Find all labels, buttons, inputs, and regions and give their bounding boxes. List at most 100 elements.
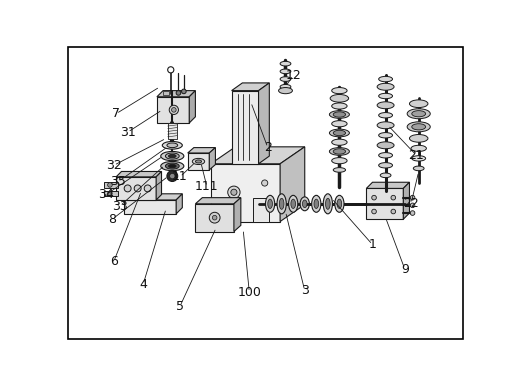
Polygon shape — [188, 147, 215, 153]
Ellipse shape — [330, 95, 349, 102]
Circle shape — [171, 108, 176, 112]
Ellipse shape — [407, 109, 430, 119]
Ellipse shape — [277, 194, 286, 214]
Circle shape — [372, 195, 377, 200]
Circle shape — [169, 105, 179, 115]
Polygon shape — [404, 182, 409, 219]
Ellipse shape — [333, 149, 346, 154]
Text: 22: 22 — [403, 197, 419, 210]
Ellipse shape — [329, 111, 350, 118]
Ellipse shape — [280, 85, 291, 89]
Ellipse shape — [333, 112, 346, 117]
Text: 5: 5 — [176, 300, 184, 313]
Ellipse shape — [329, 147, 350, 155]
Text: 7: 7 — [112, 107, 120, 120]
Circle shape — [167, 171, 178, 182]
Polygon shape — [156, 172, 162, 200]
Ellipse shape — [329, 129, 350, 137]
Text: 32: 32 — [106, 159, 122, 172]
Ellipse shape — [332, 88, 347, 94]
Text: 3: 3 — [301, 284, 309, 297]
Polygon shape — [157, 91, 195, 97]
Ellipse shape — [168, 164, 176, 168]
Polygon shape — [280, 147, 305, 221]
Bar — [188, 153, 209, 170]
Ellipse shape — [332, 158, 347, 164]
Text: 8: 8 — [108, 213, 116, 226]
Circle shape — [209, 212, 220, 223]
Circle shape — [168, 67, 174, 73]
Ellipse shape — [379, 93, 393, 99]
Ellipse shape — [161, 162, 184, 171]
Text: 100: 100 — [237, 286, 261, 299]
Circle shape — [108, 191, 112, 196]
Polygon shape — [116, 172, 162, 177]
Text: 35: 35 — [110, 175, 126, 188]
Text: 21: 21 — [409, 149, 424, 162]
Polygon shape — [366, 182, 409, 188]
Circle shape — [372, 209, 377, 214]
Circle shape — [410, 195, 415, 200]
Ellipse shape — [192, 159, 205, 165]
Ellipse shape — [303, 200, 307, 208]
Polygon shape — [258, 83, 269, 164]
Circle shape — [181, 89, 186, 94]
Circle shape — [134, 185, 141, 192]
Ellipse shape — [325, 198, 330, 210]
Circle shape — [228, 186, 240, 198]
Bar — [157, 97, 189, 123]
Text: 9: 9 — [401, 263, 409, 276]
Bar — [195, 204, 234, 232]
Circle shape — [169, 173, 175, 179]
Circle shape — [124, 185, 131, 192]
Text: 11: 11 — [172, 170, 188, 183]
Ellipse shape — [265, 195, 275, 212]
Circle shape — [176, 91, 181, 95]
Ellipse shape — [379, 133, 393, 138]
Ellipse shape — [380, 173, 391, 178]
Ellipse shape — [411, 145, 426, 151]
Ellipse shape — [314, 199, 319, 208]
Ellipse shape — [409, 100, 428, 108]
Bar — [104, 191, 118, 196]
Ellipse shape — [332, 121, 347, 127]
Ellipse shape — [379, 76, 393, 82]
Ellipse shape — [412, 124, 426, 130]
Ellipse shape — [165, 153, 179, 159]
Ellipse shape — [412, 111, 426, 117]
Ellipse shape — [323, 194, 333, 214]
Ellipse shape — [165, 163, 179, 169]
Circle shape — [410, 211, 415, 215]
Text: 2: 2 — [264, 141, 272, 154]
Circle shape — [391, 195, 396, 200]
Polygon shape — [124, 194, 182, 200]
Text: 1: 1 — [369, 238, 377, 251]
Circle shape — [108, 183, 112, 187]
Text: 12: 12 — [285, 69, 301, 82]
Text: 6: 6 — [110, 255, 118, 268]
Ellipse shape — [161, 151, 184, 161]
Polygon shape — [211, 147, 305, 164]
Circle shape — [262, 180, 268, 186]
Bar — [124, 200, 176, 214]
Ellipse shape — [280, 77, 291, 81]
Bar — [232, 91, 258, 164]
Ellipse shape — [413, 166, 424, 171]
Polygon shape — [234, 198, 241, 232]
Polygon shape — [232, 83, 269, 91]
Bar — [116, 177, 156, 200]
Ellipse shape — [168, 154, 176, 158]
Ellipse shape — [412, 155, 426, 161]
Ellipse shape — [379, 163, 393, 168]
Polygon shape — [195, 198, 241, 204]
Bar — [211, 164, 280, 221]
Ellipse shape — [377, 122, 394, 129]
Ellipse shape — [337, 199, 342, 208]
Ellipse shape — [280, 61, 291, 66]
Circle shape — [231, 189, 237, 195]
Text: 34: 34 — [98, 188, 114, 201]
Ellipse shape — [279, 198, 284, 210]
Ellipse shape — [407, 122, 430, 132]
Ellipse shape — [291, 199, 295, 208]
Polygon shape — [189, 91, 195, 123]
